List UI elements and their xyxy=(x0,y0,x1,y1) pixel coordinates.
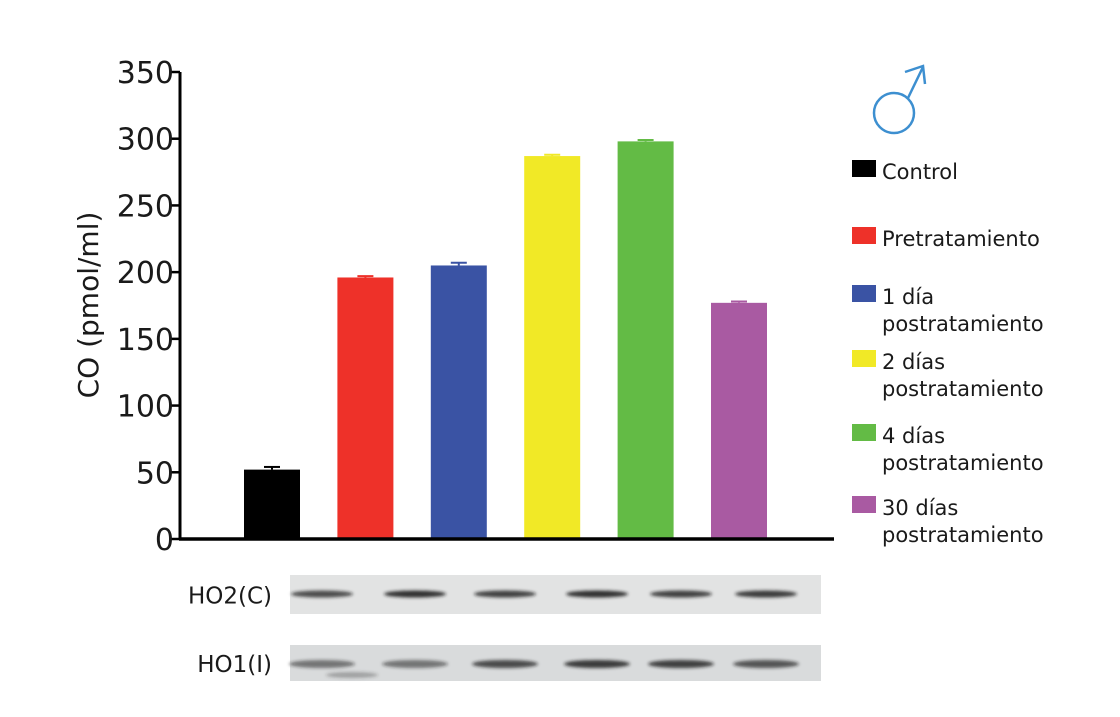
bar xyxy=(617,141,674,539)
bar-group xyxy=(617,139,674,539)
blot-membrane xyxy=(290,645,821,681)
blot-band xyxy=(384,590,446,598)
bar-group xyxy=(711,300,767,539)
legend-label: 2 días xyxy=(882,350,945,374)
blot-membrane xyxy=(290,575,821,614)
blot-band xyxy=(472,660,538,668)
symbol-layer xyxy=(872,64,927,135)
legend-swatch xyxy=(852,350,876,367)
y-tick-label: 250 xyxy=(117,189,174,224)
bar xyxy=(337,277,394,539)
legend-item: 30 días postratamiento xyxy=(852,496,1044,547)
blot-band xyxy=(326,672,378,678)
legend-label: postratamiento xyxy=(882,377,1044,401)
bar xyxy=(711,302,767,539)
blot-band xyxy=(474,590,536,598)
blot-label: HO2(C) xyxy=(188,584,272,610)
bar xyxy=(244,469,300,539)
error-bar xyxy=(544,153,561,157)
blot-band xyxy=(733,660,799,668)
legend-label: postratamiento xyxy=(882,451,1044,475)
legend: Control Pretratamiento 1 día postratamiento… xyxy=(852,160,1044,547)
bars-layer xyxy=(244,139,767,539)
y-tick-label: 150 xyxy=(117,323,174,358)
blot-band xyxy=(650,590,712,598)
bar xyxy=(524,156,581,539)
legend-swatch xyxy=(852,160,876,177)
legend-swatch xyxy=(852,227,876,244)
legend-label: 4 días xyxy=(882,424,945,448)
axes-layer: 0 50 100 150 200 250 300 350 CO (pmol/ml) xyxy=(72,56,834,558)
legend-label: postratamiento xyxy=(882,523,1044,547)
blot-band xyxy=(382,660,448,668)
legend-label: 30 días xyxy=(882,496,958,520)
blot-ho1: HO1(I) xyxy=(197,645,821,681)
y-tick-label: 0 xyxy=(155,523,174,558)
male-symbol-icon xyxy=(872,64,927,135)
western-blots: HO2(C) HO1(I) xyxy=(188,575,821,681)
legend-swatch xyxy=(852,285,876,302)
y-tick-label: 350 xyxy=(117,56,174,91)
error-bar xyxy=(637,139,654,142)
legend-label: Pretratamiento xyxy=(882,227,1040,251)
legend-item: 2 días postratamiento xyxy=(852,350,1044,401)
legend-item: 4 días postratamiento xyxy=(852,424,1044,475)
y-tick-label: 200 xyxy=(117,256,174,291)
blot-band xyxy=(289,660,355,668)
blot-band xyxy=(648,660,714,668)
legend-label: 1 día xyxy=(882,285,934,309)
blot-band xyxy=(735,590,797,598)
legend-item: 1 día postratamiento xyxy=(852,285,1044,336)
legend-label: postratamiento xyxy=(882,312,1044,336)
legend-item: Control xyxy=(852,160,958,184)
bar-group xyxy=(244,465,300,539)
error-bar xyxy=(450,261,467,266)
bar-group xyxy=(430,261,487,539)
blot-band xyxy=(566,590,628,598)
y-tick-label: 300 xyxy=(117,123,174,158)
bar-group xyxy=(524,153,581,539)
y-tick-label: 50 xyxy=(136,456,174,491)
error-bar xyxy=(264,465,280,470)
legend-label: Control xyxy=(882,160,958,184)
legend-swatch xyxy=(852,424,876,441)
y-axis-label: CO (pmol/ml) xyxy=(72,212,105,399)
legend-swatch xyxy=(852,496,876,513)
bar-group xyxy=(337,275,394,539)
error-bar xyxy=(731,300,747,303)
bar xyxy=(430,265,487,539)
blot-ho2: HO2(C) xyxy=(188,575,821,614)
blot-band xyxy=(291,590,353,598)
legend-item: Pretratamiento xyxy=(852,227,1040,251)
blot-label: HO1(I) xyxy=(197,652,272,678)
error-bar xyxy=(357,275,374,278)
blot-band xyxy=(564,660,630,668)
y-tick-label: 100 xyxy=(117,390,174,425)
